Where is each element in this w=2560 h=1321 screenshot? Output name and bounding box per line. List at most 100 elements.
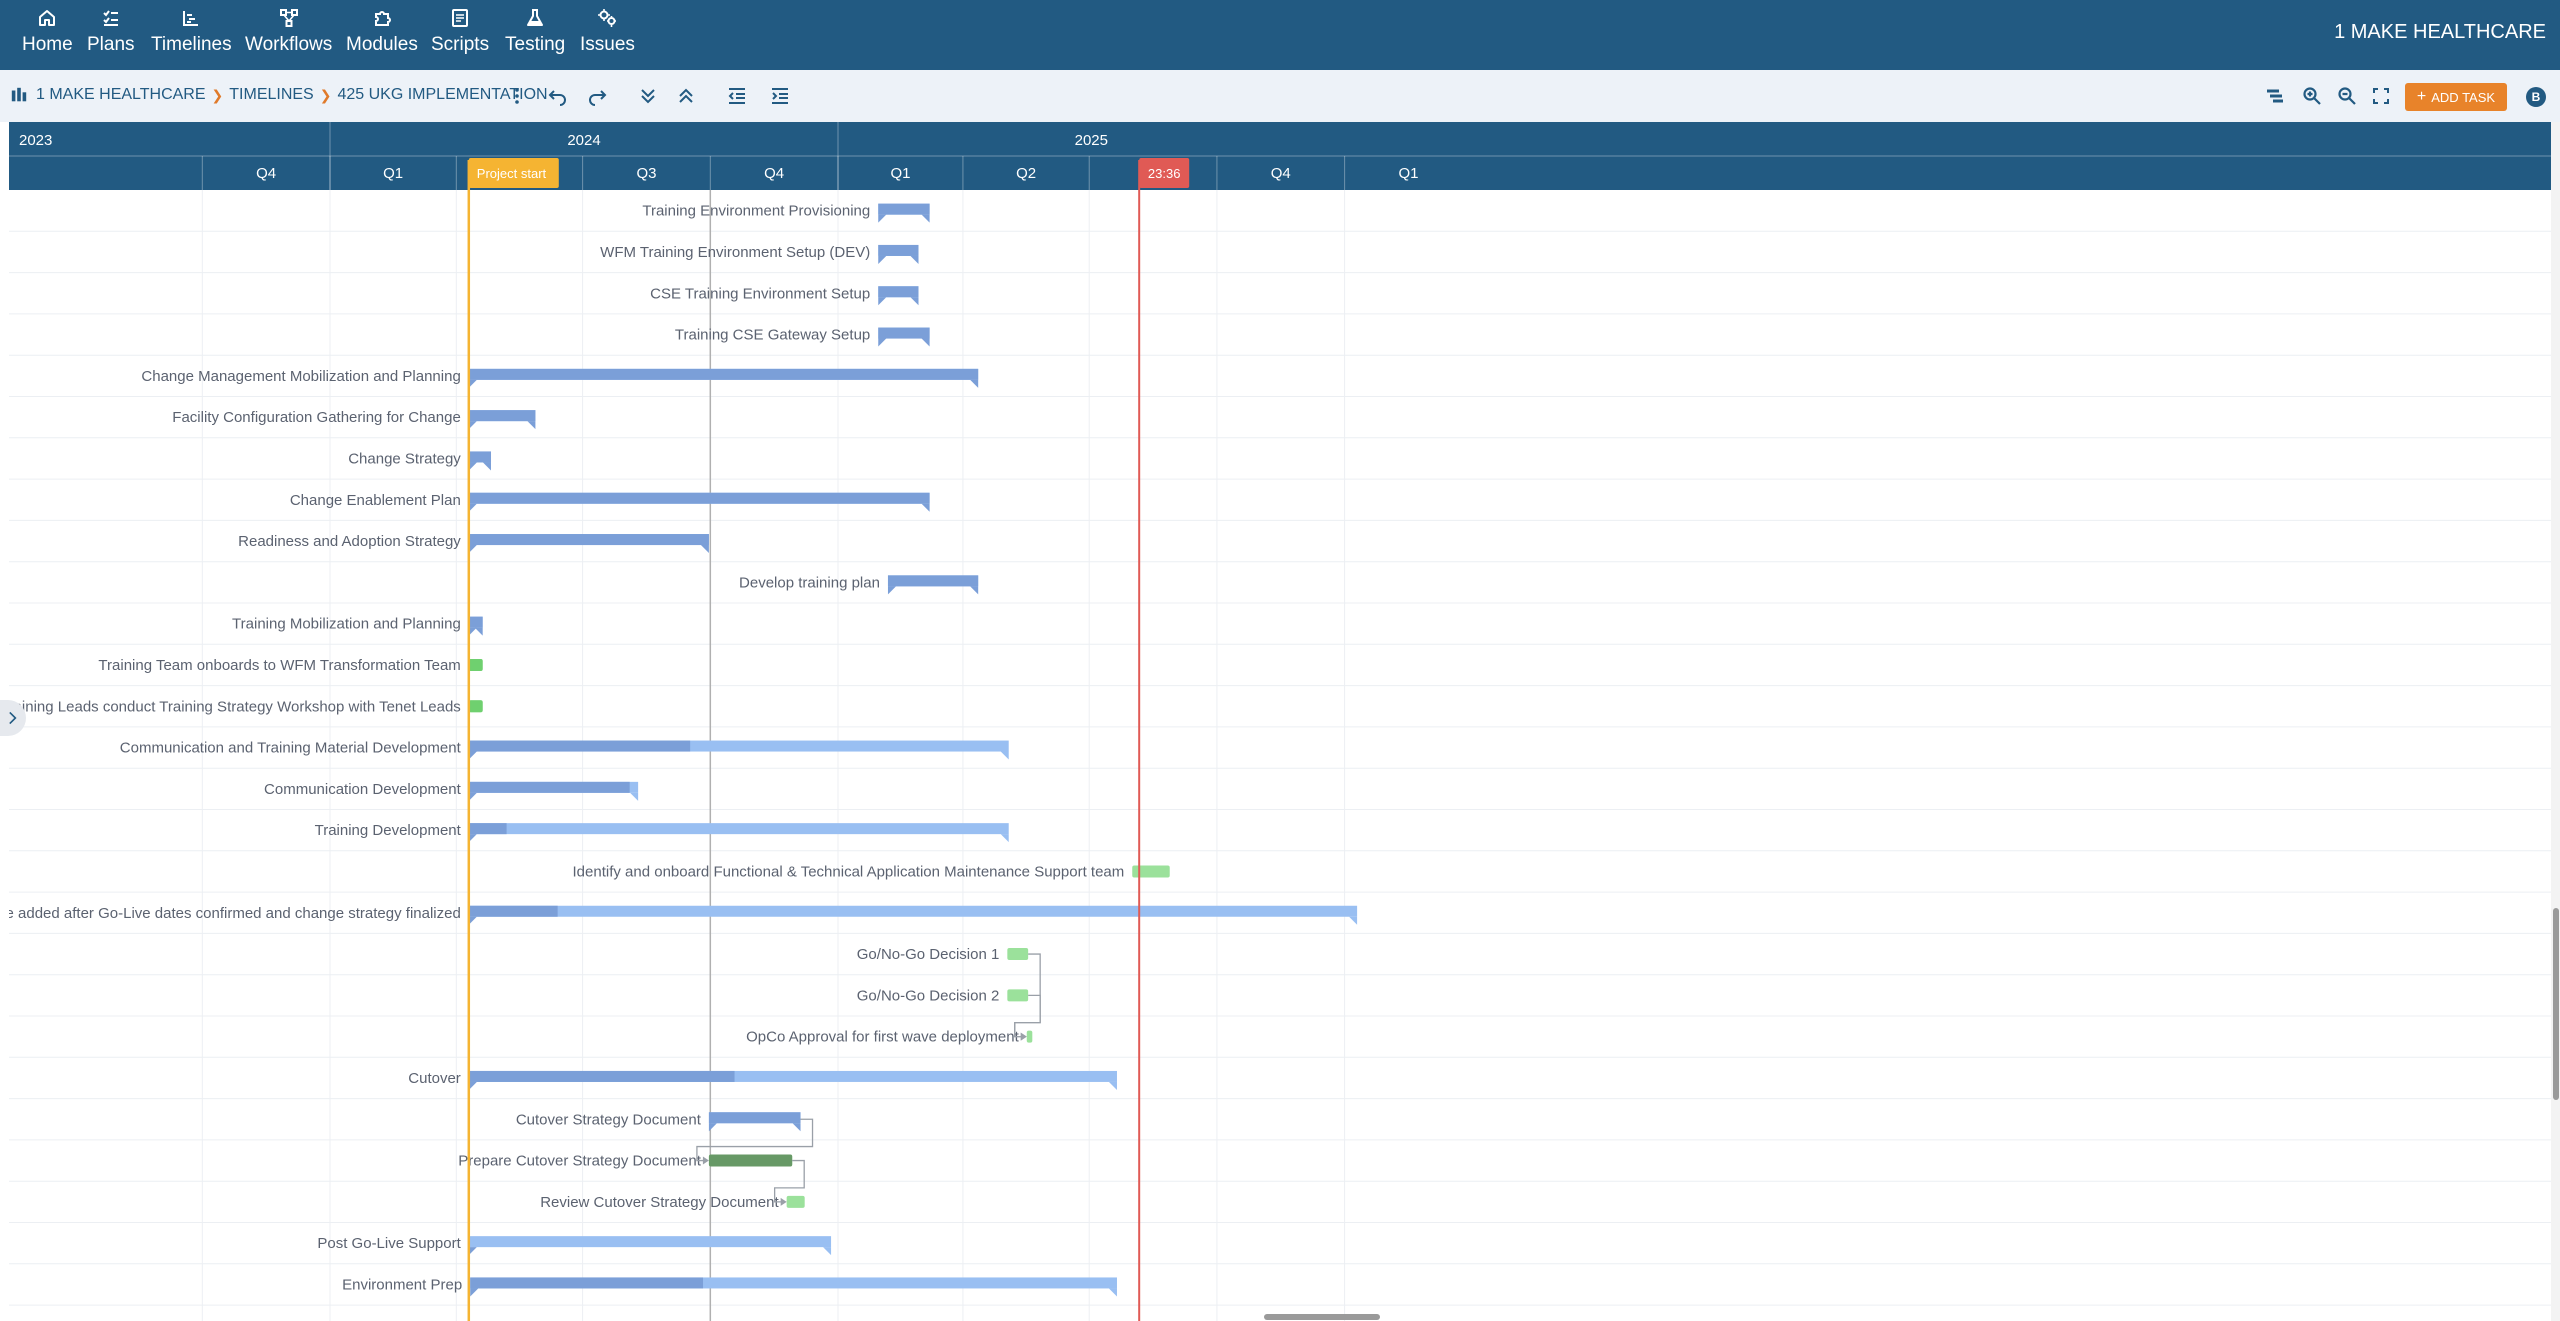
- summary-bar-progress: [708, 1112, 801, 1124]
- summary-bar-cap-end: [910, 255, 919, 264]
- summary-bar-cap-end: [630, 792, 639, 801]
- top-nav: Home Plans Timelines Workflows Modules S…: [0, 0, 2560, 70]
- fullscreen-button[interactable]: [2370, 85, 2392, 107]
- task-bar-progress: [468, 700, 483, 713]
- summary-bar-cap-start: [878, 338, 887, 347]
- task-label: Training Team onboards to WFM Transforma…: [98, 657, 460, 674]
- horizontal-scrollbar-thumb[interactable]: [1264, 1314, 1380, 1320]
- task-label: Communication and Training Material Deve…: [120, 740, 462, 757]
- indent-button[interactable]: [769, 85, 791, 107]
- avatar[interactable]: B: [2526, 87, 2546, 107]
- summary-bar[interactable]: [468, 823, 1009, 835]
- nav-testing[interactable]: Testing: [505, 8, 565, 56]
- vertical-scrollbar-thumb[interactable]: [2553, 908, 2559, 1100]
- gantt-canvas: 202320242025Q4Q1Q2Q3Q4Q1Q2Q3Q4Q1Training…: [9, 122, 2551, 1321]
- nav-workflows[interactable]: Workflows: [245, 8, 332, 56]
- nav-issues-label: Issues: [580, 34, 635, 55]
- plus-icon: +: [2416, 88, 2427, 105]
- summary-bar-cap-start: [468, 421, 477, 430]
- task-bar[interactable]: [1007, 989, 1029, 1002]
- expand-all-button[interactable]: [637, 85, 659, 107]
- task-label: Environment Prep: [342, 1276, 462, 1293]
- year-label: 2024: [567, 132, 600, 149]
- nav-plans[interactable]: Plans: [87, 8, 135, 56]
- nav-issues[interactable]: Issues: [580, 8, 635, 56]
- today-label: 23:36: [1148, 166, 1181, 181]
- summary-bar-cap-start: [468, 503, 477, 512]
- task-bar[interactable]: [1026, 1030, 1033, 1043]
- gantt-chart[interactable]: 202320242025Q4Q1Q2Q3Q4Q1Q2Q3Q4Q1Training…: [9, 122, 2551, 1321]
- summary-bar-progress: [470, 1277, 704, 1289]
- summary-bar-cap-start: [468, 545, 477, 554]
- vertical-scrollbar-track[interactable]: [2551, 122, 2560, 1321]
- nav-scripts-label: Scripts: [431, 34, 490, 55]
- nav-scripts[interactable]: Scripts: [431, 8, 489, 56]
- task-label: Go/No-Go Decision 1: [857, 946, 1000, 963]
- building-icon: [11, 87, 27, 102]
- redo-button[interactable]: [586, 85, 608, 107]
- summary-bar-progress: [468, 1070, 735, 1082]
- nav-timelines[interactable]: Timelines: [151, 8, 232, 56]
- summary-bar-cap-end: [792, 1123, 801, 1132]
- add-task-button[interactable]: + ADD TASK: [2405, 83, 2507, 111]
- nav-timelines-label: Timelines: [151, 34, 232, 55]
- more-vert-button[interactable]: [506, 85, 528, 107]
- stack-icon: [2267, 89, 2283, 103]
- summary-bar-cap-start: [468, 1081, 477, 1090]
- brand-title: 1 MAKE HEALTHCARE: [2334, 21, 2546, 43]
- task-label: Facility Configuration Gathering for Cha…: [172, 409, 461, 426]
- quarter-label: Q4: [764, 165, 784, 182]
- outdent-button[interactable]: [726, 85, 748, 107]
- summary-bar-cap-end: [1108, 1288, 1117, 1297]
- task-label: Identify and onboard Functional & Techni…: [573, 863, 1125, 880]
- toolbar: 1 MAKE HEALTHCARE ❯ TIMELINES ❯ 425 UKG …: [0, 70, 2560, 122]
- task-bar[interactable]: [1132, 865, 1170, 878]
- quarter-label: Q4: [256, 165, 276, 182]
- breadcrumb-current: 425 UKG IMPLEMENTATION: [337, 86, 548, 103]
- summary-bar-progress: [878, 203, 930, 215]
- today-marker: [1139, 158, 1190, 188]
- summary-bar-cap-end: [910, 297, 919, 306]
- task-label: CSE Training Environment Setup: [650, 285, 870, 302]
- summary-bar-progress: [878, 244, 919, 256]
- summary-bar[interactable]: [468, 1070, 1117, 1082]
- zoom-out-icon: [2338, 87, 2356, 105]
- nav-modules[interactable]: Modules: [346, 8, 418, 56]
- critical-path-button[interactable]: [2264, 85, 2286, 107]
- summary-bar-progress: [468, 616, 483, 628]
- project-start-label: Project start: [477, 166, 547, 181]
- summary-bar-cap-start: [468, 379, 477, 388]
- timeline-header: [9, 122, 2551, 190]
- breadcrumb-timelines[interactable]: TIMELINES: [229, 86, 314, 103]
- task-bar-progress: [708, 1154, 793, 1167]
- summary-bar-cap-end: [823, 1247, 832, 1256]
- more-vert-icon: [515, 88, 519, 104]
- task-bar[interactable]: [1007, 948, 1029, 961]
- task-label: Readiness and Adoption Strategy: [238, 533, 461, 550]
- dependency-arrow: [702, 1156, 709, 1165]
- summary-bar-cap-end: [483, 462, 492, 471]
- summary-bar[interactable]: [470, 1277, 1117, 1289]
- task-label: Develop training plan: [739, 574, 880, 591]
- breadcrumb-org[interactable]: 1 MAKE HEALTHCARE: [36, 86, 206, 103]
- collapse-all-button[interactable]: [675, 85, 697, 107]
- nav-home[interactable]: Home: [22, 8, 73, 56]
- task-label: Prepare Cutover Strategy Document: [458, 1153, 701, 1170]
- summary-bar[interactable]: [468, 905, 1358, 917]
- summary-bar-cap-start: [878, 297, 887, 306]
- undo-button[interactable]: [547, 85, 569, 107]
- summary-bar-cap-end: [700, 545, 709, 554]
- task-bar[interactable]: [786, 1195, 805, 1208]
- zoom-in-button[interactable]: [2301, 85, 2323, 107]
- summary-bar-cap-start: [468, 627, 477, 636]
- double-chevron-down-icon: [641, 89, 655, 104]
- summary-bar-progress: [878, 327, 930, 339]
- summary-bar[interactable]: [468, 1236, 832, 1248]
- modules-icon: [374, 11, 391, 26]
- summary-bar-cap-end: [1349, 916, 1358, 925]
- task-label: Change Strategy: [348, 450, 461, 467]
- quarter-label: Q1: [383, 165, 403, 182]
- summary-bar[interactable]: [468, 740, 1009, 752]
- zoom-out-button[interactable]: [2336, 85, 2358, 107]
- dependency-link: [696, 1118, 814, 1162]
